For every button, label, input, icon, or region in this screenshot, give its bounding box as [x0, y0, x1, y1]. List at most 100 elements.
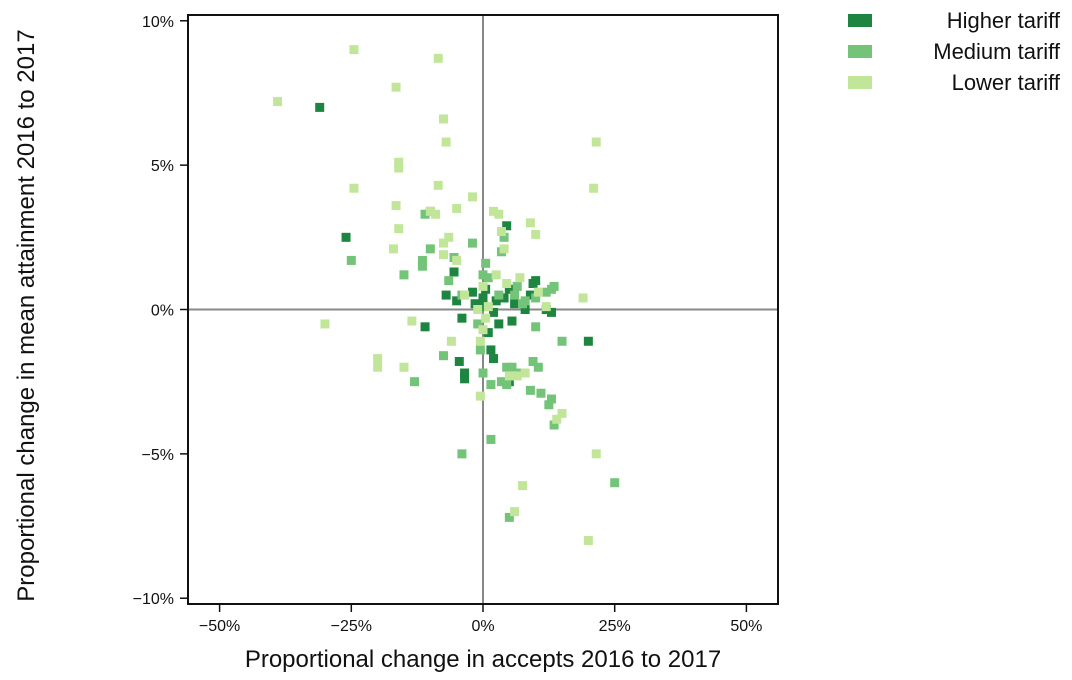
- point-series-3: [407, 316, 417, 326]
- point-series-3: [481, 313, 491, 323]
- point-series-3: [515, 273, 525, 283]
- x-axis-title: Proportional change in accepts 2016 to 2…: [245, 646, 721, 673]
- point-series-3: [475, 336, 485, 346]
- point-series-2: [531, 293, 541, 303]
- legend-swatch: [848, 45, 872, 58]
- point-series-3: [583, 535, 593, 545]
- point-series-1: [486, 345, 496, 355]
- point-series-3: [452, 203, 462, 213]
- point-series-2: [520, 296, 530, 306]
- point-series-2: [510, 290, 520, 300]
- point-series-3: [518, 481, 528, 491]
- point-series-2: [399, 270, 409, 280]
- point-series-3: [452, 255, 462, 265]
- point-series-3: [441, 137, 451, 147]
- point-series-2: [473, 319, 483, 329]
- point-series-3: [510, 507, 520, 517]
- point-series-3: [444, 232, 454, 242]
- point-series-2: [494, 290, 504, 300]
- point-series-2: [444, 276, 454, 286]
- point-series-1: [470, 299, 480, 309]
- y-axis-title: Proportional change in mean attainment 2…: [13, 29, 40, 601]
- legend: Higher tariff Medium tariff Lower tariff: [848, 8, 1061, 95]
- point-series-3: [473, 305, 483, 314]
- legend-label: Higher tariff: [947, 8, 1061, 33]
- point-series-1: [489, 354, 499, 364]
- point-series-2: [457, 449, 467, 459]
- point-series-1: [341, 232, 351, 242]
- x-tick-label: −50%: [199, 618, 240, 635]
- point-series-3: [273, 97, 283, 107]
- point-series-2: [610, 478, 620, 488]
- point-series-1: [452, 296, 462, 306]
- point-series-1: [520, 305, 530, 314]
- y-tick-label: 10%: [142, 14, 174, 31]
- point-series-2: [346, 255, 356, 265]
- point-series-2: [417, 261, 427, 271]
- point-series-1: [494, 319, 504, 329]
- x-tick-label: 50%: [730, 618, 762, 635]
- point-series-2: [438, 351, 448, 361]
- point-series-2: [481, 258, 491, 268]
- point-series-2: [504, 512, 514, 522]
- point-series-1: [502, 221, 512, 231]
- point-series-3: [394, 163, 404, 173]
- point-series-3: [373, 354, 383, 364]
- point-series-2: [525, 385, 535, 395]
- point-series-2: [425, 244, 435, 254]
- point-series-2: [546, 394, 556, 404]
- point-series-3: [373, 362, 383, 372]
- x-tick-label: 0%: [471, 618, 494, 635]
- point-series-3: [433, 180, 443, 190]
- point-series-3: [491, 270, 501, 280]
- point-series-1: [478, 293, 488, 303]
- point-series-2: [557, 336, 567, 346]
- point-series-2: [502, 380, 512, 390]
- point-series-3: [431, 209, 441, 219]
- point-series-3: [446, 336, 456, 346]
- point-series-1: [546, 307, 556, 317]
- point-series-3: [533, 287, 543, 297]
- y-tick-label: 5%: [151, 158, 174, 175]
- point-series-2: [417, 255, 427, 265]
- point-series-1: [483, 328, 493, 338]
- x-tick-label: 25%: [599, 618, 631, 635]
- point-series-1: [489, 307, 499, 317]
- x-axis: −50% −25% 0% 25% 50%: [199, 604, 762, 635]
- x-tick-label: −25%: [331, 618, 372, 635]
- point-series-1: [510, 299, 520, 309]
- point-series-1: [449, 267, 459, 277]
- point-series-3: [499, 244, 509, 254]
- point-series-2: [533, 362, 543, 372]
- point-series-3: [349, 45, 359, 55]
- point-series-3: [438, 238, 448, 248]
- point-series-3: [520, 368, 530, 378]
- point-series-3: [478, 325, 488, 335]
- point-series-2: [478, 368, 488, 378]
- point-series-3: [557, 408, 567, 418]
- point-series-2: [483, 273, 493, 283]
- point-series-3: [494, 209, 504, 219]
- point-series-3: [512, 371, 522, 381]
- point-series-1: [460, 374, 470, 384]
- point-series-3: [391, 201, 401, 211]
- point-series-2: [478, 270, 488, 280]
- point-series-1: [507, 316, 517, 326]
- point-series-3: [502, 279, 512, 289]
- point-series-3: [399, 362, 409, 372]
- point-series-3: [541, 302, 551, 312]
- point-series-3: [525, 218, 535, 228]
- point-series-2: [502, 362, 512, 372]
- point-series-2: [541, 287, 551, 297]
- point-series-3: [589, 183, 599, 193]
- point-series-1: [420, 322, 430, 332]
- point-series-3: [483, 302, 493, 312]
- point-series-3: [438, 250, 448, 260]
- point-series-1: [491, 296, 501, 306]
- point-series-3: [475, 391, 485, 401]
- point-series-3: [467, 192, 477, 202]
- point-series-1: [315, 102, 325, 112]
- point-series-2: [467, 238, 477, 248]
- point-series-2: [475, 345, 485, 355]
